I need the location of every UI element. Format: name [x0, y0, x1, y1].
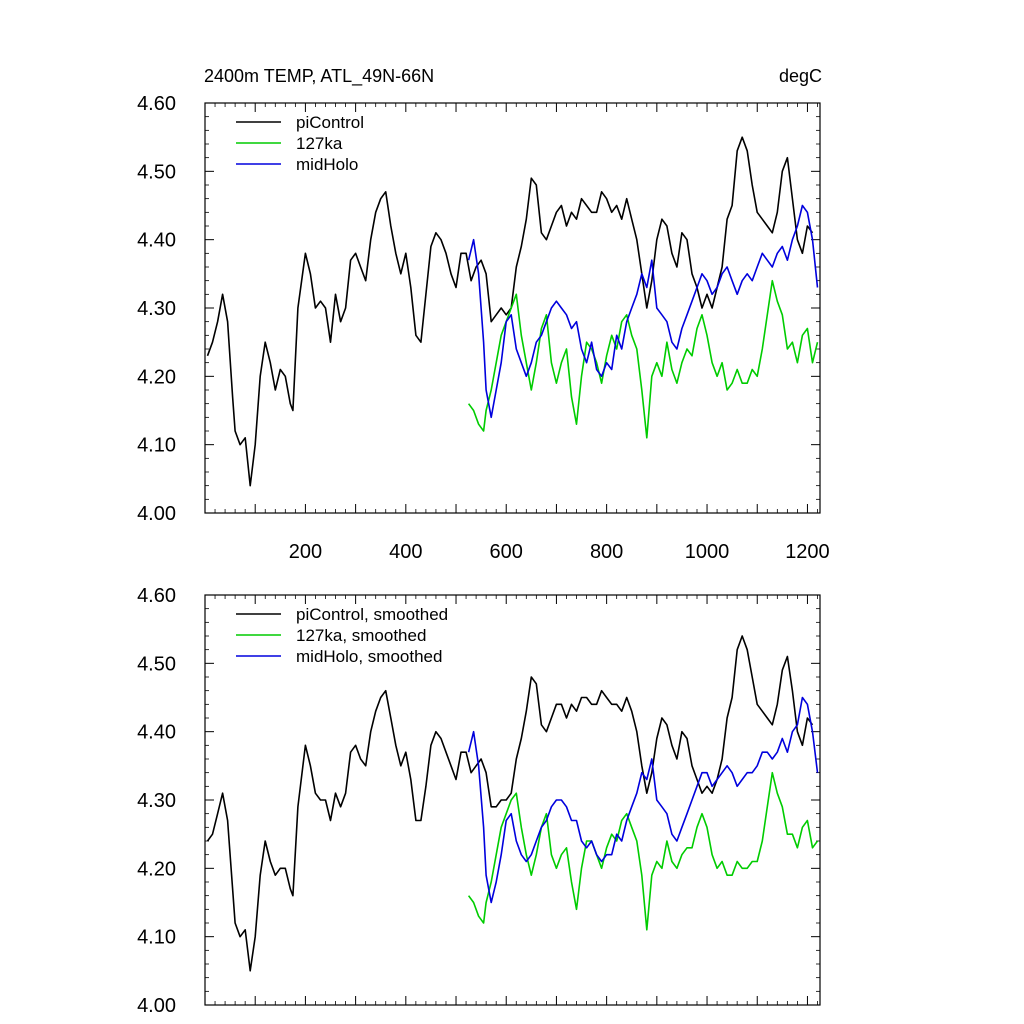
- legend-label-midholo-smoothed: midHolo, smoothed: [296, 647, 442, 666]
- x-tick-label: 1000: [685, 541, 730, 563]
- y-tick-labels: 4.00 4.10 4.20 4.30 4.40 4.50 4.60: [137, 93, 176, 525]
- top-panel: 2400m TEMP, ATL_49N-66N degC 4.00 4.10 4.2…: [137, 66, 830, 563]
- y-tick-label: 4.30: [137, 298, 176, 320]
- tick-group: [205, 102, 820, 514]
- y-tick-label: 4.00: [137, 503, 176, 525]
- legend-label-picontrol: piControl: [296, 113, 364, 132]
- legend: piControl 127ka midHolo: [236, 113, 364, 174]
- x-tick-label: 400: [389, 541, 422, 563]
- x-tick-label: 600: [490, 541, 523, 563]
- y-tick-label: 4.10: [137, 927, 176, 949]
- series-lines: [206, 136, 819, 487]
- y-tick-label: 4.40: [137, 722, 176, 744]
- y-tick-label: 4.20: [137, 858, 176, 880]
- legend: piControl, smoothed 127ka, smoothed midH…: [236, 605, 448, 666]
- y-tick-label: 4.20: [137, 366, 176, 388]
- y-tick-label: 4.50: [137, 653, 176, 675]
- y-tick-label: 4.40: [137, 230, 176, 252]
- series-line-picontrol: [206, 136, 814, 487]
- chart-title: 2400m TEMP, ATL_49N-66N: [204, 66, 434, 87]
- y-tick-label: 4.60: [137, 585, 176, 607]
- legend-label-127ka-smoothed: 127ka, smoothed: [296, 626, 426, 645]
- legend-label-midholo: midHolo: [296, 155, 358, 174]
- y-tick-label: 4.60: [137, 93, 176, 115]
- x-tick-label: 200: [289, 541, 322, 563]
- legend-label-127ka: 127ka: [296, 134, 343, 153]
- tick-group: [205, 594, 820, 1006]
- x-tick-label: 1200: [785, 541, 830, 563]
- y-tick-labels: 4.00 4.10 4.20 4.30 4.40 4.50 4.60: [137, 585, 176, 1017]
- chart-units-label: degC: [779, 66, 822, 86]
- y-tick-label: 4.00: [137, 995, 176, 1017]
- y-tick-label: 4.10: [137, 435, 176, 457]
- series-line-midholo: [467, 204, 819, 419]
- series-line-picontrol-smoothed: [206, 635, 814, 972]
- y-tick-label: 4.50: [137, 161, 176, 183]
- series-lines: [206, 635, 819, 972]
- y-tick-label: 4.30: [137, 790, 176, 812]
- series-line-127ka: [467, 279, 819, 439]
- x-tick-label: 800: [590, 541, 623, 563]
- legend-label-picontrol-smoothed: piControl, smoothed: [296, 605, 448, 624]
- x-tick-labels: 200 400 600 800 1000 1200: [289, 541, 830, 563]
- series-line-midholo-smoothed: [467, 696, 819, 904]
- series-line-127ka-smoothed: [467, 771, 819, 931]
- bottom-panel: 4.00 4.10 4.20 4.30 4.40 4.50 4.60 piControl, …: [137, 585, 821, 1017]
